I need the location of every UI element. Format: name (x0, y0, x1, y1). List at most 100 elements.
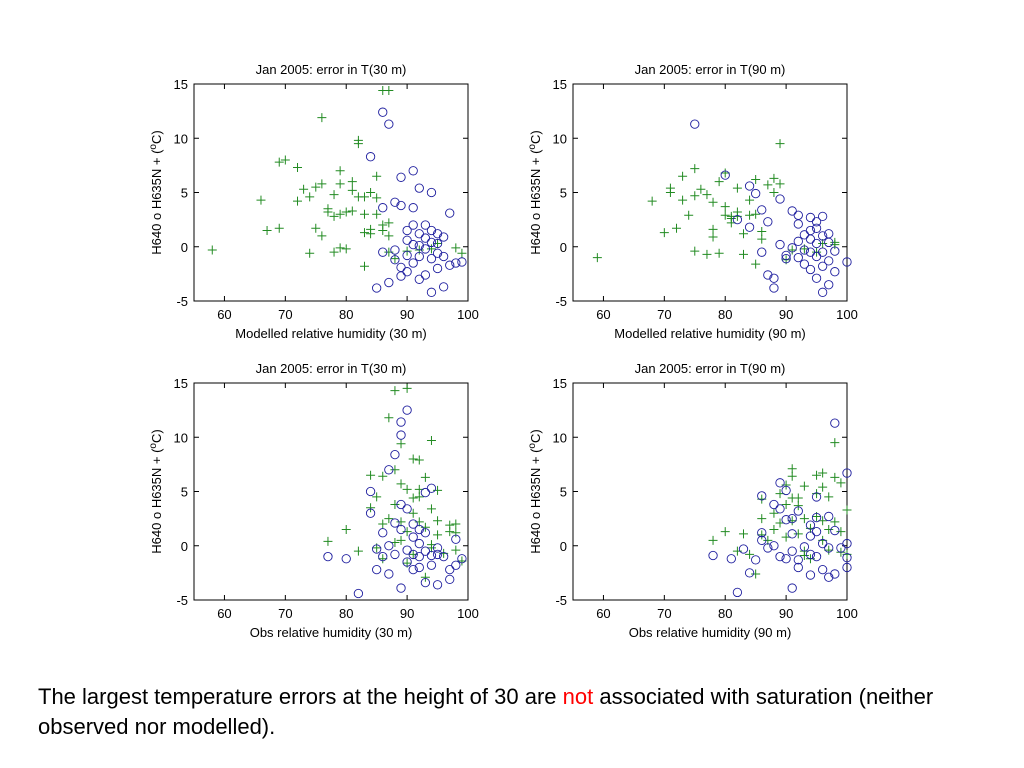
plus-marker-h635n (793, 529, 803, 539)
circle-marker-h640 (402, 250, 412, 261)
plus-marker-h635n (451, 243, 461, 253)
plus-marker-h635n (738, 229, 748, 239)
circle-marker-h640 (830, 569, 840, 579)
circle-marker-h640 (390, 255, 400, 265)
y-tick-label: -5 (555, 593, 567, 608)
x-axis-label: Obs relative humidity (90 m) (629, 625, 792, 640)
plus-marker-h635n (256, 195, 266, 205)
plus-marker-h635n (420, 572, 430, 582)
circle-marker-h640 (420, 577, 431, 588)
circle-marker-h640 (793, 555, 803, 565)
plus-marker-h635n (359, 209, 369, 219)
circle-marker-h640 (396, 172, 406, 182)
plus-marker-h635n (372, 209, 382, 219)
y-tick-label: 10 (553, 131, 567, 146)
circle-marker-h640 (830, 267, 840, 277)
plus-marker-h635n (793, 493, 803, 503)
plus-marker-h635n (293, 196, 303, 206)
circle-marker-h640 (402, 235, 412, 245)
plus-marker-h635n (378, 519, 388, 529)
circle-marker-h640 (799, 230, 810, 240)
y-axis-label-main: H640 o H635N + ( (528, 448, 543, 554)
plus-marker-h635n (335, 179, 345, 189)
plus-marker-h635n (830, 517, 840, 527)
y-axis-label-main: H640 o H635N + ( (149, 149, 164, 255)
plus-marker-h635n (702, 190, 712, 200)
x-tick-label: 80 (718, 307, 732, 322)
plus-marker-h635n (830, 240, 840, 250)
circle-marker-h640 (793, 506, 803, 516)
plus-marker-h635n (445, 527, 455, 537)
circle-marker-h640 (420, 546, 431, 556)
circle-marker-h640 (438, 251, 449, 262)
y-tick-label: 0 (560, 539, 567, 554)
circle-marker-h640 (824, 572, 834, 582)
plus-marker-h635n (745, 549, 755, 559)
x-tick-label: 100 (457, 307, 479, 322)
plus-marker-h635n (690, 164, 700, 174)
plus-marker-h635n (769, 173, 779, 183)
circle-marker-h640 (414, 229, 424, 239)
plus-marker-h635n (402, 383, 412, 393)
circle-marker-h640 (817, 261, 828, 271)
circle-marker-h640 (811, 238, 822, 249)
circle-marker-h640 (408, 519, 418, 529)
circle-marker-h640 (414, 251, 424, 262)
plus-marker-h635n (433, 238, 443, 248)
plus-marker-h635n (830, 438, 840, 448)
circle-marker-h640 (432, 238, 443, 249)
plus-marker-h635n (366, 470, 376, 480)
x-tick-label: 90 (779, 307, 793, 322)
x-tick-label: 80 (339, 307, 353, 322)
scatter-panel-2: 60 70 80 90 100 -5 0 5 10 15 Jan 2005: error in T(… (527, 62, 858, 341)
circle-marker-h640 (396, 200, 406, 211)
circle-marker-h640 (384, 277, 394, 288)
scatter-panel-3: 60 70 80 90 100 -5 0 5 10 15 Jan 2005: error in T(… (148, 361, 479, 640)
plus-marker-h635n (408, 454, 418, 464)
plus-marker-h635n (824, 492, 834, 502)
circle-marker-h640 (408, 203, 418, 213)
plus-marker-h635n (818, 468, 828, 478)
x-tick-label: 60 (217, 307, 231, 322)
circle-marker-h640 (390, 197, 400, 207)
circle-marker-h640 (420, 233, 431, 243)
plus-marker-h635n (329, 211, 339, 221)
circle-marker-h640 (805, 247, 816, 257)
plus-marker-h635n (836, 478, 846, 488)
plus-marker-h635n (769, 508, 779, 518)
plus-marker-h635n (757, 514, 767, 524)
circle-marker-h640 (426, 550, 437, 561)
caption-part-1: The largest temperature errors at the he… (38, 684, 557, 709)
circle-marker-h640 (426, 254, 437, 264)
circle-marker-h640 (763, 270, 773, 280)
circle-marker-h640 (751, 188, 761, 199)
plus-marker-h635n (751, 569, 761, 579)
circle-marker-h640 (805, 234, 816, 244)
plus-marker-h635n (781, 500, 791, 510)
circle-marker-h640 (830, 525, 840, 536)
x-tick-label: 60 (217, 606, 231, 621)
plus-marker-h635n (451, 519, 461, 529)
plus-marker-h635n (274, 223, 284, 233)
caption-highlight: not (562, 684, 594, 709)
circle-marker-h640 (763, 217, 773, 227)
plus-marker-h635n (787, 245, 797, 255)
circle-marker-h640 (341, 554, 351, 564)
circle-marker-h640 (842, 538, 852, 549)
circle-marker-h640 (824, 543, 834, 553)
circle-marker-h640 (438, 282, 449, 292)
circle-marker-h640 (805, 264, 816, 275)
plus-marker-h635n (420, 472, 430, 482)
plus-marker-h635n (384, 218, 394, 228)
plus-marker-h635n (366, 503, 376, 513)
y-tick-label: 5 (560, 186, 567, 201)
plus-marker-h635n (592, 253, 602, 263)
plus-marker-h635n (457, 248, 467, 258)
circle-marker-h640 (811, 551, 822, 562)
circle-marker-h640 (744, 181, 755, 191)
plus-marker-h635n (353, 546, 363, 556)
plus-marker-h635n (751, 259, 761, 269)
x-tick-label: 80 (339, 606, 353, 621)
circle-marker-h640 (817, 211, 828, 222)
circle-marker-h640 (445, 208, 455, 218)
